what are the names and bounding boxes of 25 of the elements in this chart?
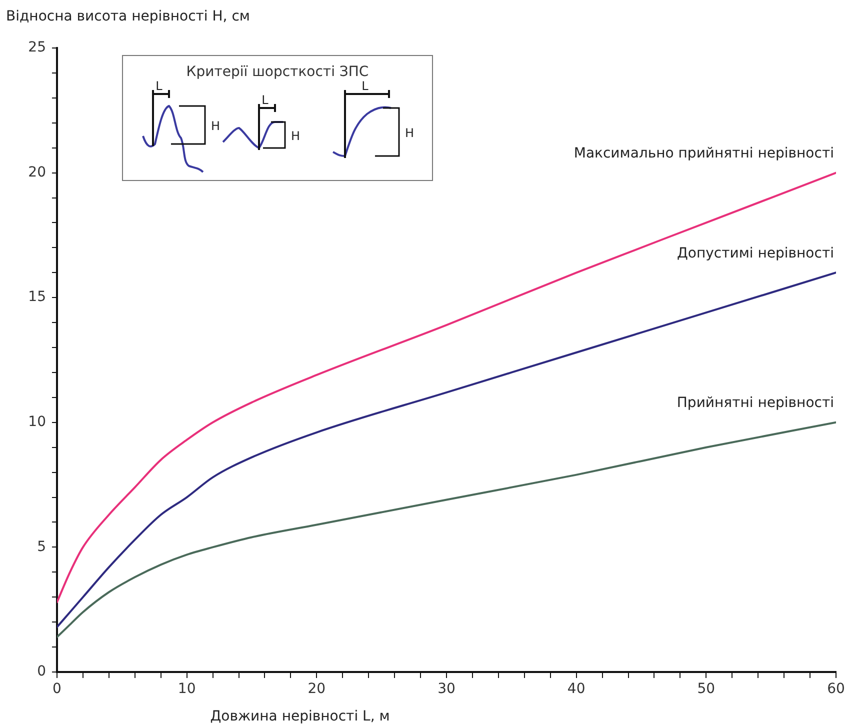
annotation: Критерії шорсткості ЗПС — [185, 64, 370, 80]
annotation: H — [405, 126, 414, 140]
x-axis-title: Довжина нерівності L, м — [210, 708, 390, 724]
series-label: Допустимі нерівності — [676, 245, 834, 262]
annotation: L — [362, 79, 369, 93]
series-label: Максимально прийнятні нерівності — [574, 145, 834, 162]
y-tick-label: 15 — [28, 289, 46, 306]
y-tick-label: 20 — [28, 164, 46, 180]
y-tick-label: 25 — [28, 40, 46, 56]
annotation: L — [156, 79, 163, 93]
annotation: H — [291, 129, 300, 143]
series-label: Прийнятні нерівності — [676, 395, 834, 412]
x-tick-label: 30 — [438, 681, 456, 698]
x-tick-label: 20 — [308, 681, 326, 698]
annotation: H — [211, 119, 220, 133]
x-tick-label: 0 — [52, 681, 62, 698]
x-tick-label: 50 — [697, 681, 716, 698]
y-tick-label: 0 — [37, 664, 46, 680]
x-tick-label: 60 — [827, 681, 845, 698]
y-tick-label: 10 — [28, 414, 46, 430]
annotation: L — [262, 93, 269, 107]
x-tick-label: 40 — [567, 681, 586, 698]
y-axis-title: Відносна висота нерівності H, см — [6, 8, 250, 25]
y-tick-label: 5 — [37, 538, 46, 555]
x-tick-label: 10 — [178, 681, 196, 698]
